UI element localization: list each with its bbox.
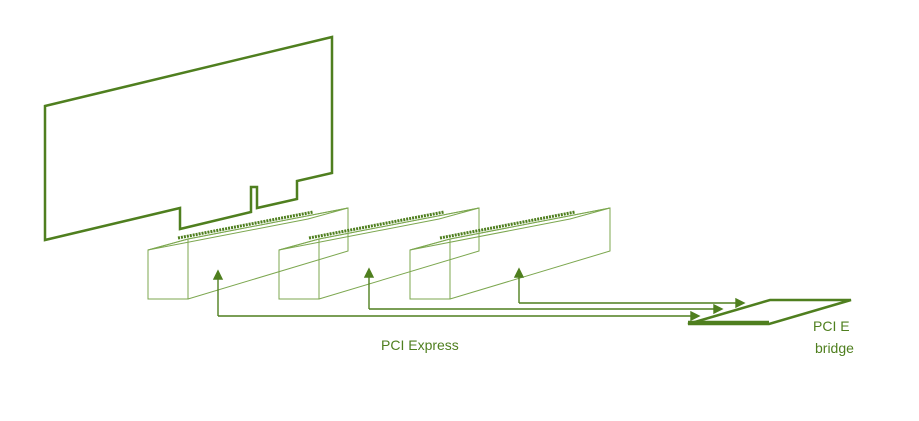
slot-1-contacts — [177, 210, 314, 240]
slot-2-contacts — [308, 210, 445, 240]
slot-3 — [409, 207, 611, 303]
slot-1-connector — [212, 269, 224, 316]
pci-express-label: PCI Express — [381, 337, 459, 353]
card-outline — [43, 35, 334, 242]
bridge-label-line1: PCI E — [813, 318, 850, 334]
slot-2-front — [278, 238, 320, 300]
pci-express-links — [218, 297, 746, 322]
slot-3-front — [409, 238, 451, 300]
slot-3-side — [449, 207, 611, 300]
bridge-chip — [687, 298, 852, 326]
pcie-bridge — [687, 298, 852, 326]
slot-2-connector — [363, 267, 375, 309]
slot-3-connector — [513, 267, 525, 303]
slot-2 — [278, 207, 480, 309]
bridge-label-line2: bridge — [815, 340, 854, 356]
slot-1-front — [147, 238, 189, 300]
slot-3-contacts — [439, 210, 576, 240]
slot-1 — [147, 207, 349, 316]
expansion-card — [43, 35, 334, 242]
